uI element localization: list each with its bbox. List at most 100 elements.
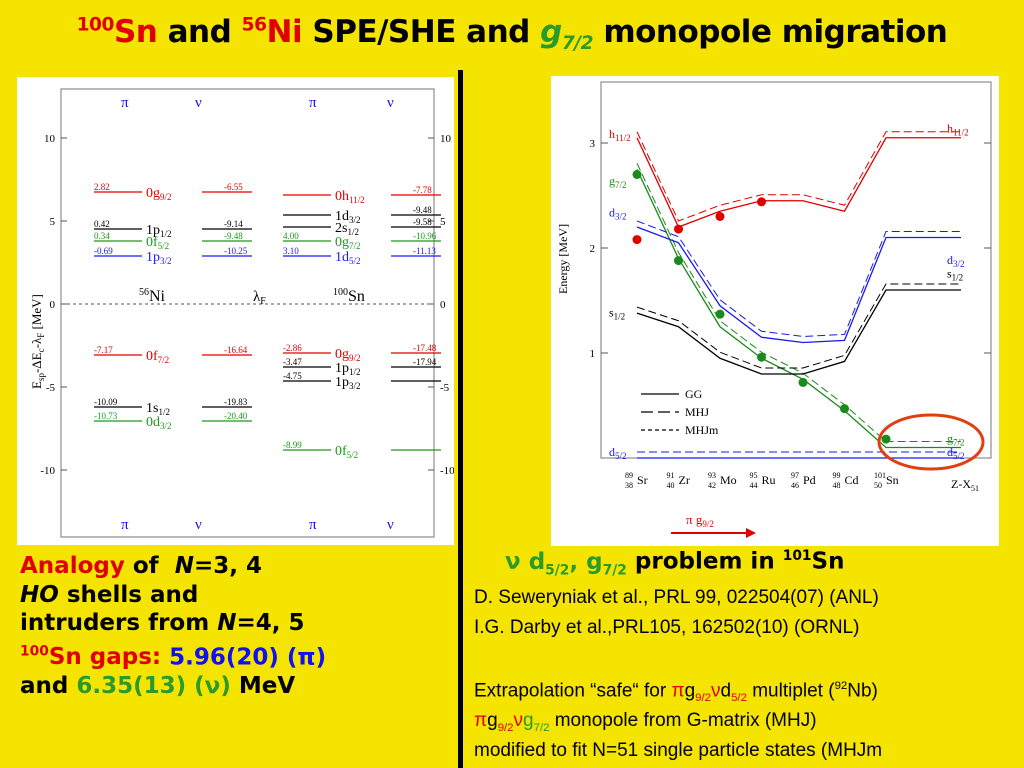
sn-level: 3.10 -11.13 1d5/2 bbox=[283, 246, 441, 266]
sn-orbital-label: 1p1/2 bbox=[335, 361, 361, 377]
left-tick-label: 10 bbox=[44, 133, 56, 145]
exp-point-g7/2 bbox=[881, 434, 891, 444]
slide-title: 100Sn and 56Ni SPE/SHE and g7/2 monopole… bbox=[0, 14, 1024, 54]
ni-level: 0.34 -9.48 0f5/2 bbox=[94, 231, 252, 251]
cat-element: Sr bbox=[637, 473, 648, 487]
cat-z: 48 bbox=[833, 481, 841, 490]
sn-level-left-value: 3.10 bbox=[283, 246, 299, 256]
ni-level: -10.73 -20.40 0d3/2 bbox=[94, 411, 252, 431]
cat-z: 50 bbox=[874, 481, 882, 490]
chart-legend: GG MHJ MHJm bbox=[641, 387, 719, 437]
level-label-right-g7: g7/2 bbox=[947, 431, 965, 447]
ni-level: -7.17 -16.64 0f7/2 bbox=[94, 345, 252, 365]
sn-level-right-value: -11.13 bbox=[413, 246, 436, 256]
r-tick-label: 1 bbox=[590, 348, 596, 360]
series-line-d3/2 bbox=[636, 226, 961, 344]
sn-level-left-value: 4.00 bbox=[283, 231, 299, 241]
ni-level: 2.82 -6.55 0g9/2 bbox=[94, 182, 252, 202]
analogy-text-block: Analogy of N=3, 4 HO shells and intruder… bbox=[20, 552, 460, 700]
title-middle: SPE/SHE and bbox=[312, 14, 530, 50]
ni-level: 0.42 -9.14 1p1/2 bbox=[94, 219, 252, 239]
footer-nu-sn: ν bbox=[387, 517, 394, 533]
problem-g-sub: 7/2 bbox=[602, 562, 627, 579]
title-rest: monopole migration bbox=[603, 14, 948, 50]
extrapolation-line-3: modified to fit N=51 single particle sta… bbox=[474, 740, 883, 761]
ni-level-right-value: -16.64 bbox=[224, 345, 248, 355]
header-nu-ni: ν bbox=[195, 95, 202, 111]
cat-z: 46 bbox=[791, 481, 799, 490]
footer-pi-ni: π bbox=[121, 517, 129, 533]
cat-mass: 89 bbox=[625, 471, 633, 480]
series-line-s1/2 bbox=[636, 289, 961, 375]
sn-orbital-label: 2s1/2 bbox=[335, 221, 359, 237]
ni-level-right-value: -9.48 bbox=[224, 231, 243, 241]
systematics-chart-svg: 123 Energy [MeV] h11/2g7/2d3/2s1/2d5/2h1… bbox=[556, 81, 992, 538]
ni-level-left-value: -10.73 bbox=[94, 411, 118, 421]
extrapolation-line-1: Extrapolation “safe“ for πg9/2νd5/2 mult… bbox=[474, 680, 878, 705]
lambda-f-label: λF bbox=[253, 289, 266, 307]
right-y-axis-label: Energy [MeV] bbox=[556, 224, 570, 294]
sn-symbol: Sn bbox=[113, 14, 158, 50]
level-label-left-d3: d3/2 bbox=[609, 206, 627, 222]
sn-level-left-value: -3.47 bbox=[283, 357, 302, 367]
exp-point-h11/2 bbox=[757, 197, 766, 207]
r-tick-label: 3 bbox=[590, 138, 596, 150]
problem-d: d bbox=[528, 548, 546, 575]
title-and: and bbox=[167, 14, 232, 50]
ni-level-right-value: -6.55 bbox=[224, 182, 243, 192]
analogy-n: N bbox=[174, 553, 194, 579]
ni-mass: 56 bbox=[241, 14, 267, 36]
exp-point-g7/2 bbox=[715, 309, 725, 319]
right-tick-label: 0 bbox=[440, 299, 446, 311]
ni-level-left-value: 0.34 bbox=[94, 231, 110, 241]
r-tick-label: 2 bbox=[590, 243, 596, 255]
cat-z: 44 bbox=[750, 481, 758, 490]
ho-label: HO bbox=[20, 581, 59, 608]
highlight-ellipse bbox=[877, 413, 985, 471]
cat-z: 40 bbox=[667, 481, 675, 490]
problem-sn: Sn bbox=[811, 548, 845, 575]
gap-unit: MeV bbox=[238, 672, 296, 699]
problem-heading: ν d5/2, g7/2 problem in 101Sn bbox=[505, 548, 844, 578]
sn-label: 100Sn bbox=[333, 287, 365, 305]
exp-point-g7/2 bbox=[840, 404, 849, 414]
sn-level: -7.78 0h11/2 bbox=[283, 185, 441, 205]
sn-orbital-label: 1d3/2 bbox=[335, 209, 361, 225]
cat-mass: 95 bbox=[750, 471, 758, 480]
level-label-left-g7: g7/2 bbox=[609, 174, 627, 190]
cat-element: Pd bbox=[803, 473, 816, 487]
sn-orbital-label: 0h11/2 bbox=[335, 189, 365, 205]
cat-element: Mo bbox=[720, 473, 737, 487]
gap-sn-mass: 100 bbox=[20, 643, 49, 660]
ni-orbital-label: 0f7/2 bbox=[146, 349, 169, 365]
gap-sn-label: Sn gaps: bbox=[48, 644, 162, 671]
sn-orbital-label: 1p3/2 bbox=[335, 375, 361, 391]
sn-level-right-value: -17.94 bbox=[413, 357, 437, 367]
right-tick-label: 10 bbox=[440, 133, 452, 145]
problem-comma: , bbox=[569, 548, 579, 575]
footer-nu-ni: ν bbox=[195, 517, 202, 533]
header-pi-sn: π bbox=[309, 95, 317, 111]
g-symbol: g bbox=[540, 14, 562, 50]
sn-level: -4.75 1p3/2 bbox=[283, 371, 441, 391]
sn-level-right-value: -10.96 bbox=[413, 231, 437, 241]
ni-orbital-label: 0f5/2 bbox=[146, 235, 169, 251]
ni-level-left-value: -7.17 bbox=[94, 345, 113, 355]
extrapolation-line-2: πg9/2νg7/2 monopole from G-matrix (MHJ) bbox=[474, 710, 817, 734]
ni-level-left-value: 0.42 bbox=[94, 219, 110, 229]
intruders-n-values: =4, 5 bbox=[236, 610, 305, 636]
ni-orbital-label: 0d3/2 bbox=[146, 415, 172, 431]
shells-and: shells and bbox=[66, 581, 199, 608]
ni-level: -0.69 -10.25 1p3/2 bbox=[94, 246, 252, 266]
ni-level-left-value: -0.69 bbox=[94, 246, 113, 256]
sn-level: -2.86 -17.48 0g9/2 bbox=[283, 343, 441, 363]
exp-point-h11/2 bbox=[632, 235, 642, 245]
exp-point-h11/2 bbox=[715, 212, 725, 221]
series-line-h11/2 bbox=[636, 137, 961, 228]
sn-level: -9.48 1d3/2 bbox=[283, 205, 441, 225]
level-label-left-h11: h11/2 bbox=[609, 127, 631, 143]
level-label-right-d5: d5/2 bbox=[947, 445, 965, 461]
sn-level: 4.00 -10.96 0g7/2 bbox=[283, 231, 441, 251]
series-mhj-h11/2 bbox=[636, 131, 961, 222]
reference-2: I.G. Darby et al.,PRL105, 162502(10) (OR… bbox=[474, 617, 860, 638]
